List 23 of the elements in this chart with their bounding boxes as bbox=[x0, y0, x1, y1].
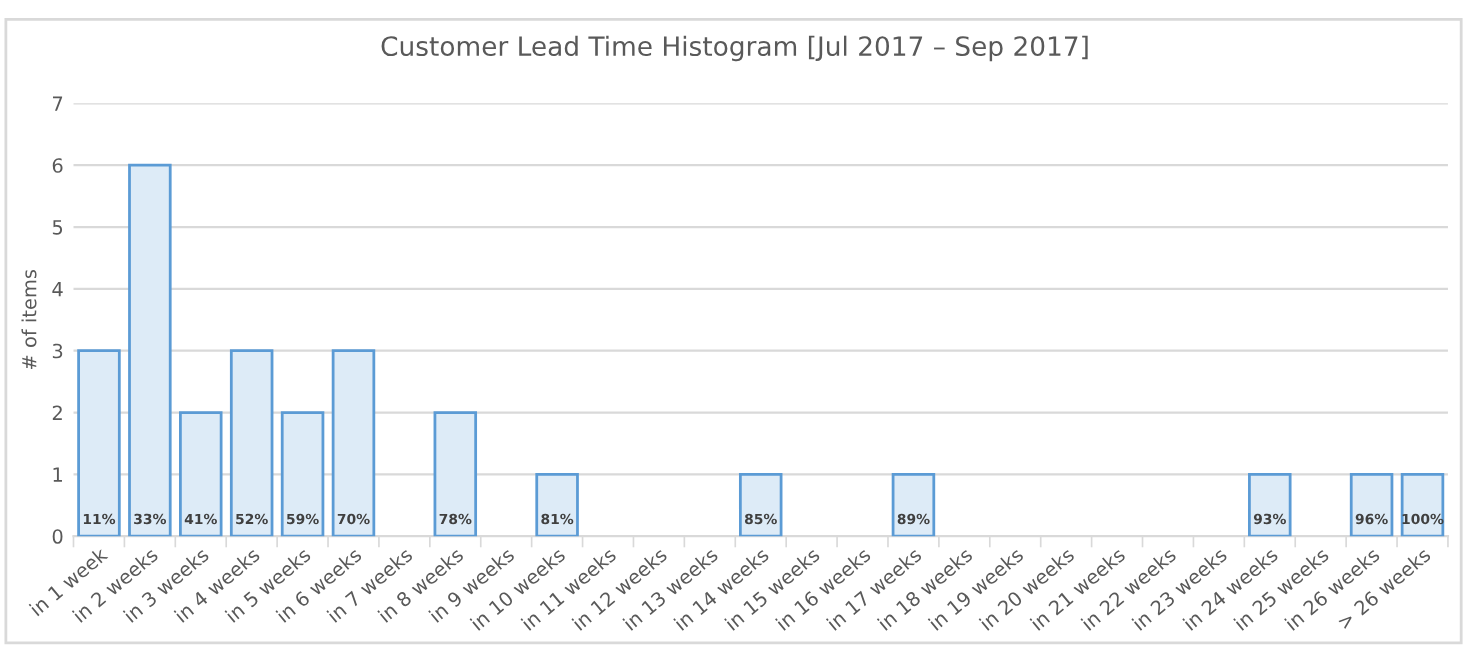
y-tick-label: 5 bbox=[52, 220, 63, 235]
y-tick-label: 4 bbox=[52, 282, 63, 297]
bar bbox=[229, 349, 274, 537]
bar bbox=[1349, 472, 1394, 537]
bar bbox=[128, 163, 172, 537]
bar bbox=[433, 411, 478, 537]
bar bbox=[738, 472, 783, 537]
bar bbox=[1400, 472, 1445, 537]
chart-title: Customer Lead Time Histogram [Jul 2017 – Sep 2017] bbox=[381, 35, 1088, 62]
bar bbox=[535, 472, 579, 537]
bar bbox=[280, 411, 325, 537]
bar bbox=[179, 411, 223, 537]
y-tick-label: 6 bbox=[52, 158, 63, 173]
y-axis-title: # of items bbox=[21, 269, 37, 369]
y-tick-label: 2 bbox=[52, 405, 62, 420]
bar bbox=[331, 349, 376, 537]
y-tick-label: 1 bbox=[53, 467, 62, 482]
bar bbox=[891, 472, 936, 537]
bar bbox=[77, 349, 121, 537]
y-tick-label: 0 bbox=[52, 529, 63, 544]
y-tick-label: 3 bbox=[52, 343, 63, 359]
y-tick-label: 7 bbox=[53, 96, 63, 111]
bar bbox=[1248, 472, 1292, 537]
